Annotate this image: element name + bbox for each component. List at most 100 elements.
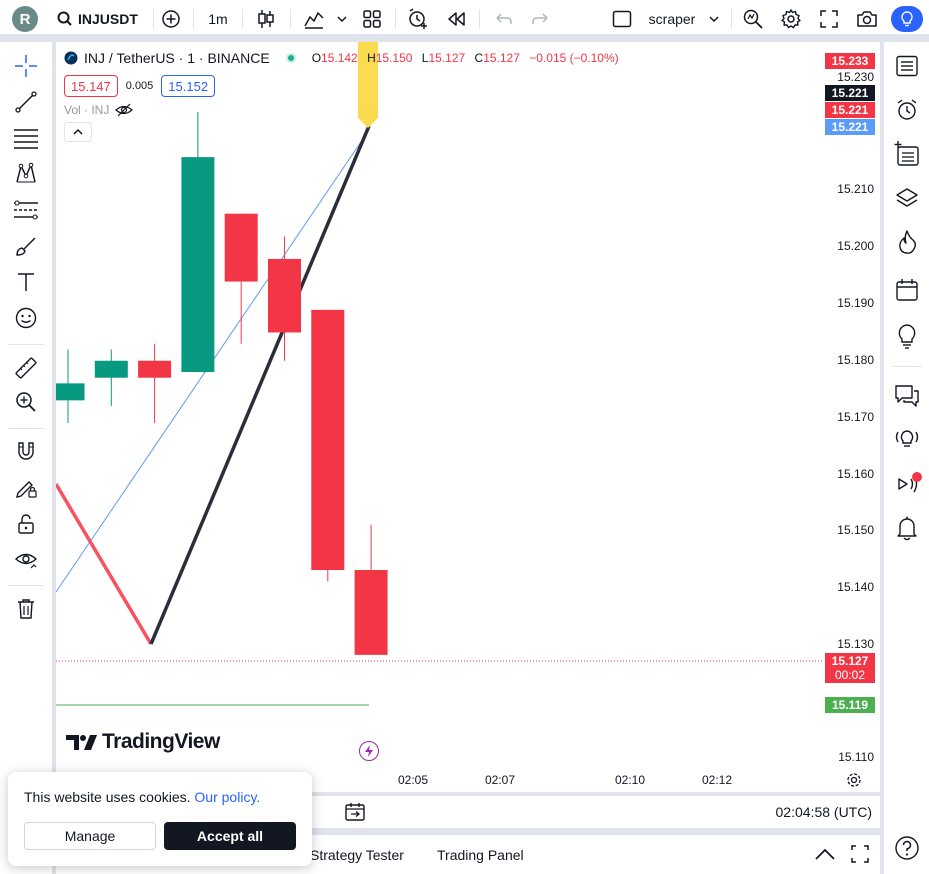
chats-button[interactable] bbox=[884, 376, 929, 416]
collapse-legend-button[interactable] bbox=[64, 122, 92, 142]
tradingview-watermark[interactable]: TradingView bbox=[66, 730, 220, 754]
notifications-button[interactable] bbox=[884, 508, 929, 548]
chevron-down-icon bbox=[337, 16, 347, 22]
magnet-tool[interactable] bbox=[0, 434, 52, 470]
cookie-message: This website uses cookies. bbox=[24, 789, 191, 805]
price-axis[interactable]: 15.230 15.210 15.200 15.190 15.180 15.17… bbox=[824, 42, 880, 770]
lock-drawings-tool[interactable] bbox=[0, 506, 52, 542]
remove-drawings-tool[interactable] bbox=[0, 591, 52, 627]
streams-button[interactable] bbox=[884, 420, 929, 460]
replay-button[interactable] bbox=[443, 0, 471, 38]
symbol-search-button[interactable]: INJUSDT bbox=[56, 0, 146, 38]
fib-tool[interactable] bbox=[0, 120, 52, 156]
green-line-badge: 15.119 bbox=[825, 697, 875, 713]
manage-cookies-button[interactable]: Manage bbox=[24, 822, 156, 850]
zoom-in-icon bbox=[14, 390, 38, 414]
calendar-icon bbox=[895, 278, 919, 302]
fullscreen-button[interactable] bbox=[815, 0, 843, 38]
layout-name-button[interactable]: scraper bbox=[642, 0, 702, 38]
bell-icon bbox=[896, 515, 918, 541]
accept-all-cookies-button[interactable]: Accept all bbox=[164, 822, 296, 850]
sell-price-button[interactable]: 15.147 bbox=[64, 75, 118, 97]
hotlists-button[interactable] bbox=[884, 222, 929, 262]
trend-line-tool[interactable] bbox=[0, 84, 52, 120]
help-button[interactable] bbox=[884, 828, 929, 868]
cookie-policy-link[interactable]: Our policy. bbox=[194, 789, 260, 805]
layout-select-button[interactable] bbox=[608, 0, 636, 38]
templates-button[interactable] bbox=[358, 0, 386, 38]
publish-idea-button[interactable] bbox=[890, 0, 924, 38]
layers-button[interactable] bbox=[884, 178, 929, 218]
hide-drawings-tool[interactable] bbox=[0, 542, 52, 578]
tab-strategy-tester[interactable]: Strategy Tester bbox=[310, 835, 404, 874]
object-tree-button[interactable] bbox=[884, 134, 929, 174]
candles-icon bbox=[256, 8, 276, 30]
indicators-dropdown-button[interactable] bbox=[334, 0, 350, 38]
quick-search-button[interactable] bbox=[738, 0, 768, 38]
clock-timezone-button[interactable]: 02:04:58 (UTC) bbox=[776, 804, 872, 820]
indicators-button[interactable] bbox=[300, 0, 328, 38]
crosshair-tool[interactable] bbox=[0, 48, 52, 84]
alert-button[interactable] bbox=[403, 0, 433, 38]
trend-line-icon bbox=[14, 90, 38, 114]
calendar-arrow-icon bbox=[344, 802, 366, 822]
price-label: 15.160 bbox=[837, 467, 874, 481]
drawing-toolbar bbox=[0, 42, 52, 874]
candle-body bbox=[311, 310, 344, 570]
emoji-tool[interactable] bbox=[0, 300, 52, 336]
pencil-lock-icon bbox=[14, 476, 38, 500]
goto-date-button[interactable] bbox=[344, 802, 366, 827]
snapshot-button[interactable] bbox=[852, 0, 882, 38]
symbol-title[interactable]: INJ / TetherUS · 1 · BINANCE bbox=[84, 50, 270, 66]
prediction-icon bbox=[13, 199, 39, 221]
tradingview-logo-icon bbox=[66, 733, 98, 751]
maximize-panel-button[interactable] bbox=[851, 845, 869, 868]
alerts-button[interactable] bbox=[884, 90, 929, 130]
zoom-tool[interactable] bbox=[0, 384, 52, 420]
user-menu-button[interactable]: R bbox=[10, 0, 40, 38]
chat-icon bbox=[894, 384, 920, 408]
cookie-dialog: This website uses cookies. Our policy. M… bbox=[8, 772, 312, 866]
buy-price-button[interactable]: 15.152 bbox=[161, 75, 215, 97]
indicators-icon bbox=[303, 9, 325, 29]
compare-button[interactable] bbox=[156, 0, 186, 38]
fib-retracement-icon bbox=[13, 127, 39, 149]
settings-button[interactable] bbox=[777, 0, 805, 38]
expand-panel-button[interactable] bbox=[814, 847, 836, 866]
measure-tool[interactable] bbox=[0, 350, 52, 386]
text-tool[interactable] bbox=[0, 264, 52, 300]
interval-button[interactable]: 1m bbox=[200, 0, 236, 38]
notifications-feed-button[interactable] bbox=[884, 464, 929, 504]
chart-type-button[interactable] bbox=[252, 0, 280, 38]
undo-button[interactable] bbox=[490, 0, 518, 38]
stay-in-drawing-tool[interactable] bbox=[0, 470, 52, 506]
event-lightning-icon[interactable] bbox=[359, 741, 379, 761]
eye-crossed-icon[interactable] bbox=[115, 103, 133, 117]
smile-icon bbox=[14, 306, 38, 330]
unlock-icon bbox=[16, 513, 36, 535]
ideas-button[interactable] bbox=[884, 316, 929, 356]
chart-pane[interactable]: INJ / TetherUS · 1 · BINANCE O15.142 H15… bbox=[56, 42, 880, 792]
layout-dropdown-button[interactable] bbox=[705, 0, 723, 38]
lightbulb-icon bbox=[896, 323, 918, 349]
candle-body bbox=[138, 361, 171, 378]
calendar-button[interactable] bbox=[884, 270, 929, 310]
pattern-tool[interactable] bbox=[0, 156, 52, 192]
trend-line-red[interactable] bbox=[56, 484, 151, 644]
crosshair-icon bbox=[13, 53, 39, 79]
watchlist-button[interactable] bbox=[884, 46, 929, 86]
volume-label[interactable]: Vol · INJ bbox=[64, 103, 109, 117]
tab-trading-panel[interactable]: Trading Panel bbox=[437, 835, 524, 874]
redo-button[interactable] bbox=[526, 0, 554, 38]
gear-icon bbox=[780, 8, 802, 30]
forecast-tool[interactable] bbox=[0, 192, 52, 228]
brush-tool[interactable] bbox=[0, 228, 52, 264]
right-toolbar bbox=[884, 42, 929, 874]
spread-value: 0.005 bbox=[126, 80, 154, 92]
chart-settings-button[interactable] bbox=[845, 771, 863, 794]
candle-body bbox=[95, 361, 128, 378]
market-status-icon[interactable] bbox=[286, 53, 296, 63]
injective-logo-icon bbox=[64, 51, 78, 65]
list-add-icon bbox=[894, 141, 920, 167]
candle-body bbox=[355, 570, 388, 655]
